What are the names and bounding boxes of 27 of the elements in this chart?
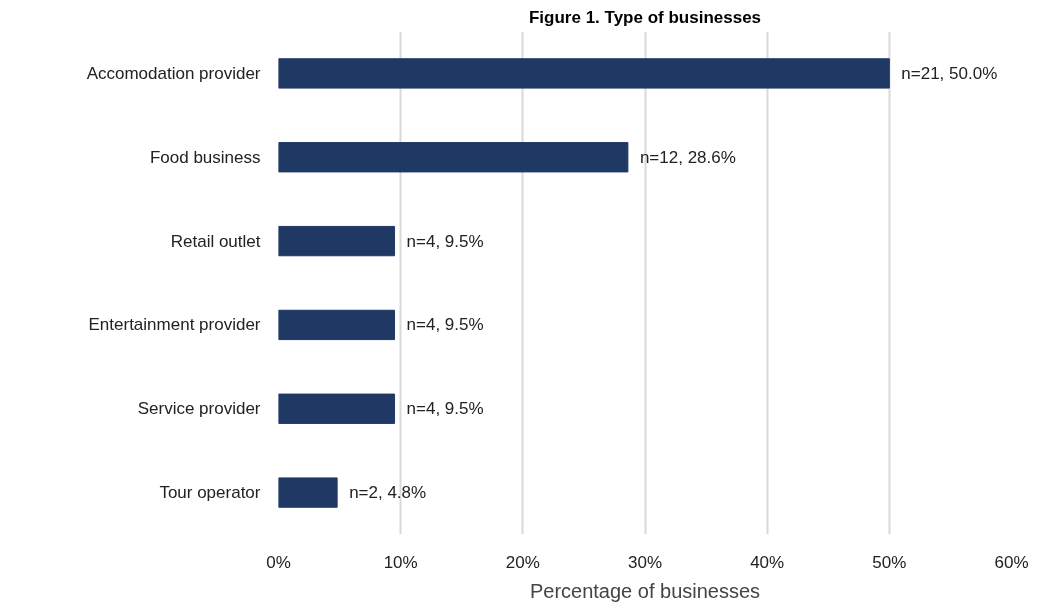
x-tick-label: 30% — [627, 552, 663, 572]
x-tick-label: 60% — [994, 552, 1029, 572]
data-label: n=4, 9.5% — [406, 231, 484, 251]
data-label: n=4, 9.5% — [406, 399, 484, 419]
bar — [278, 393, 396, 424]
y-tick-label: Tour operator — [159, 483, 261, 503]
bar — [278, 477, 338, 508]
bar — [278, 58, 890, 89]
y-tick-label: Entertainment provider — [88, 315, 261, 335]
x-tick-label: 40% — [750, 552, 785, 572]
data-label: n=12, 28.6% — [639, 147, 736, 167]
y-tick-label: Retail outlet — [170, 231, 261, 251]
x-tick-label: 20% — [505, 552, 540, 572]
y-tick-label: Service provider — [137, 399, 261, 419]
bar — [278, 142, 629, 173]
data-label: n=2, 4.8% — [349, 483, 427, 503]
x-tick-label: 0% — [266, 552, 291, 572]
data-label: n=21, 50.0% — [901, 63, 998, 83]
x-tick-label: 50% — [872, 552, 907, 572]
chart-title: Figure 1. Type of businesses — [528, 7, 762, 27]
data-label: n=4, 9.5% — [406, 315, 484, 335]
y-tick-label: Food business — [149, 147, 261, 167]
x-axis-title: Percentage of businesses — [529, 579, 761, 602]
y-tick-label: Accomodation provider — [86, 63, 261, 83]
bar — [278, 225, 396, 257]
x-tick-label: 10% — [383, 552, 418, 572]
bar — [278, 309, 396, 341]
